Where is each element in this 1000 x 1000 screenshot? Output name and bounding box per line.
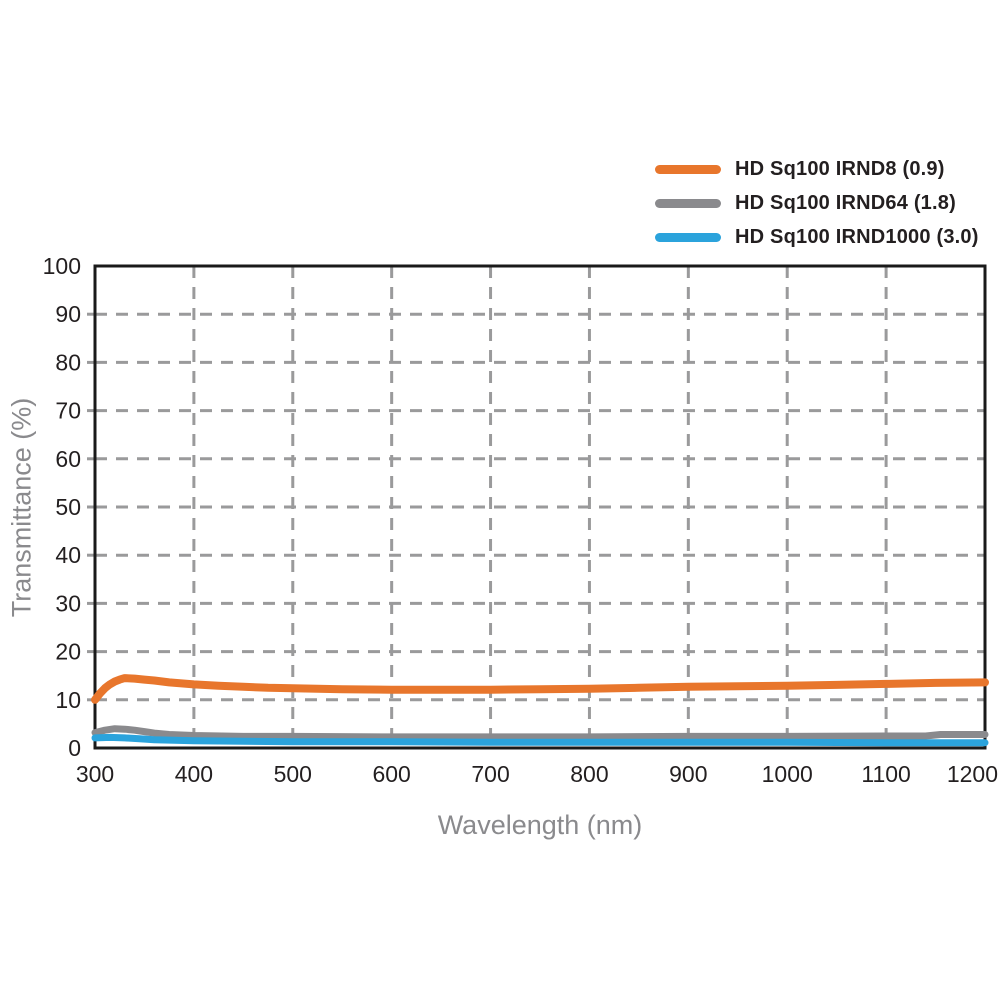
series-line-1 [91, 725, 989, 741]
x-tick-label: 1200 [947, 761, 998, 787]
y-tick-label: 0 [68, 735, 81, 761]
legend-label: HD Sq100 IRND8 (0.9) [735, 157, 945, 180]
x-tick-label: 700 [471, 761, 509, 787]
x-tick-label: 300 [76, 761, 114, 787]
y-tick-label: 90 [55, 301, 81, 327]
y-tick-label: 80 [55, 349, 81, 375]
y-tick-label: 30 [55, 590, 81, 616]
x-tick-label: 800 [570, 761, 608, 787]
legend-item: HD Sq100 IRND64 (1.8) [655, 191, 979, 215]
y-tick-label: 40 [55, 542, 81, 568]
legend: HD Sq100 IRND8 (0.9) HD Sq100 IRND64 (1.8… [655, 157, 979, 259]
y-tick-label: 50 [55, 494, 81, 520]
y-tick-label: 100 [43, 253, 81, 279]
x-tick-label: 600 [372, 761, 410, 787]
legend-swatch-icon [655, 198, 721, 208]
y-tick-label: 10 [55, 687, 81, 713]
plot-border [93, 264, 987, 750]
y-tick-label: 60 [55, 446, 81, 472]
series-line-2 [91, 733, 989, 747]
legend-label: HD Sq100 IRND64 (1.8) [735, 191, 956, 214]
x-tick-label: 1000 [762, 761, 813, 787]
y-tick-label: 20 [55, 639, 81, 665]
y-axis-title: Transmittance (%) [6, 397, 37, 618]
series-line-0 [91, 674, 989, 704]
legend-item: HD Sq100 IRND1000 (3.0) [655, 225, 979, 249]
x-tick-label: 1100 [861, 761, 910, 787]
x-axis-title: Wavelength (nm) [437, 810, 643, 840]
x-tick-label: 900 [669, 761, 707, 787]
x-tick-label: 400 [175, 761, 213, 787]
legend-item: HD Sq100 IRND8 (0.9) [655, 157, 979, 181]
legend-label: HD Sq100 IRND1000 (3.0) [735, 225, 979, 248]
y-tick-label: 70 [55, 398, 81, 424]
legend-swatch-icon [655, 164, 721, 174]
legend-swatch-icon [655, 232, 721, 242]
x-tick-label: 500 [274, 761, 312, 787]
